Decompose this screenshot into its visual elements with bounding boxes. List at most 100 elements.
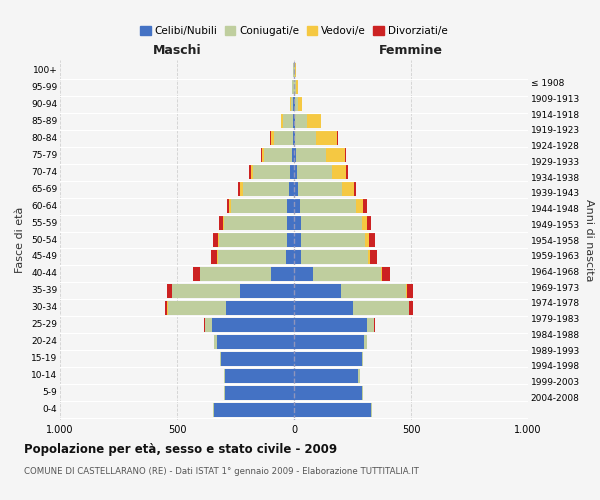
Bar	[294, 403, 371, 417]
Bar	[294, 301, 409, 315]
Bar	[221, 352, 294, 366]
Bar	[294, 369, 359, 383]
Bar	[294, 386, 363, 400]
Bar	[294, 233, 369, 247]
Bar	[294, 216, 301, 230]
Bar	[262, 148, 294, 162]
Bar	[294, 182, 298, 196]
Bar	[229, 199, 294, 213]
Bar	[294, 369, 359, 383]
Bar	[203, 318, 294, 332]
Bar	[165, 301, 294, 315]
Bar	[294, 97, 298, 111]
Bar	[294, 301, 353, 315]
Bar	[172, 284, 294, 298]
Bar	[220, 352, 294, 366]
Bar	[214, 335, 294, 349]
Bar	[294, 301, 409, 315]
Bar	[242, 182, 294, 196]
Bar	[294, 165, 346, 179]
Bar	[294, 352, 363, 366]
Bar	[270, 131, 294, 145]
Bar	[274, 131, 294, 145]
Bar	[294, 148, 345, 162]
Bar	[200, 267, 294, 281]
Bar	[294, 148, 346, 162]
Bar	[294, 335, 364, 349]
Bar	[293, 131, 294, 145]
Bar	[240, 182, 294, 196]
Bar	[231, 199, 294, 213]
Bar	[261, 148, 294, 162]
Bar	[294, 318, 367, 332]
Bar	[294, 386, 362, 400]
Bar	[249, 165, 294, 179]
Bar	[287, 199, 294, 213]
Bar	[211, 250, 294, 264]
Bar	[281, 114, 294, 128]
Bar	[214, 335, 294, 349]
Bar	[289, 182, 294, 196]
Bar	[287, 233, 294, 247]
Text: COMUNE DI CASTELLARANO (RE) - Dati ISTAT 1° gennaio 2009 - Elaborazione TUTTITAL: COMUNE DI CASTELLARANO (RE) - Dati ISTAT…	[24, 468, 419, 476]
Bar	[225, 386, 294, 400]
Bar	[224, 386, 294, 400]
Bar	[225, 369, 294, 383]
Bar	[238, 182, 294, 196]
Bar	[271, 267, 294, 281]
Bar	[227, 199, 294, 213]
Bar	[294, 369, 358, 383]
Legend: Celibi/Nubili, Coniugati/e, Vedovi/e, Divorziati/e: Celibi/Nubili, Coniugati/e, Vedovi/e, Di…	[136, 22, 452, 40]
Bar	[224, 386, 294, 400]
Bar	[224, 386, 294, 400]
Bar	[294, 403, 373, 417]
Bar	[294, 114, 322, 128]
Bar	[294, 267, 380, 281]
Bar	[217, 250, 294, 264]
Bar	[294, 386, 363, 400]
Text: Femmine: Femmine	[379, 44, 443, 57]
Bar	[294, 250, 368, 264]
Bar	[167, 284, 294, 298]
Bar	[294, 352, 363, 366]
Bar	[293, 63, 294, 77]
Bar	[294, 284, 413, 298]
Bar	[224, 369, 294, 383]
Bar	[214, 403, 294, 417]
Bar	[290, 97, 294, 111]
Bar	[219, 216, 294, 230]
Bar	[294, 131, 295, 145]
Bar	[294, 267, 390, 281]
Bar	[220, 352, 294, 366]
Bar	[294, 97, 302, 111]
Bar	[294, 80, 298, 94]
Bar	[293, 63, 294, 77]
Bar	[271, 131, 294, 145]
Bar	[294, 352, 362, 366]
Bar	[172, 284, 294, 298]
Bar	[294, 301, 413, 315]
Bar	[294, 182, 356, 196]
Bar	[213, 403, 294, 417]
Bar	[294, 318, 374, 332]
Bar	[294, 97, 302, 111]
Bar	[200, 267, 294, 281]
Bar	[294, 199, 363, 213]
Bar	[205, 318, 294, 332]
Bar	[294, 250, 301, 264]
Bar	[294, 335, 367, 349]
Bar	[224, 369, 294, 383]
Bar	[294, 80, 296, 94]
Bar	[294, 284, 407, 298]
Bar	[193, 267, 294, 281]
Bar	[294, 114, 295, 128]
Bar	[294, 386, 363, 400]
Bar	[294, 199, 300, 213]
Bar	[294, 199, 367, 213]
Bar	[290, 97, 294, 111]
Bar	[291, 97, 294, 111]
Bar	[294, 403, 373, 417]
Bar	[293, 114, 294, 128]
Bar	[294, 165, 297, 179]
Bar	[292, 80, 294, 94]
